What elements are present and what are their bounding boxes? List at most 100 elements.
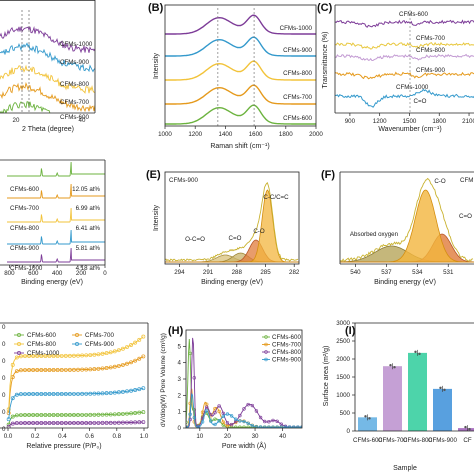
isotherm-point (43, 368, 48, 372)
psd-point (296, 425, 300, 428)
ftir-series-CFMs-900 (335, 71, 474, 80)
psd-point (221, 414, 225, 418)
isotherm-point (27, 354, 32, 358)
ytick-label: 1 (178, 409, 182, 416)
series-atomic-percent: 4.18 at% (76, 265, 101, 272)
isotherm-point (76, 391, 80, 396)
psd-point (234, 417, 238, 421)
psd-point (292, 425, 296, 428)
bar-CFMs-700 (383, 366, 402, 431)
series-atomic-percent: 12.05 at% (72, 186, 100, 193)
isotherm-point (92, 412, 97, 417)
isotherm-point (96, 391, 101, 396)
panel-g-isotherms: 0 0 0 0 0 0 0 CFMs-600 CFMs-700 CFMs-800 CFMs-900… (0, 322, 149, 450)
psd-point (234, 425, 238, 428)
data-point (468, 427, 471, 431)
isotherm-point (92, 420, 97, 425)
isotherm-point (51, 354, 56, 358)
isotherm-point (39, 413, 44, 417)
isotherm-point (18, 354, 23, 359)
xps-series-CFMs-800 (7, 207, 105, 223)
psd-point (238, 413, 242, 418)
isotherm-point (96, 412, 101, 417)
psd-point (229, 422, 234, 427)
isotherm-point (18, 413, 23, 417)
legend-label: CFMs-1000 (27, 350, 60, 357)
isotherm-point (120, 411, 125, 416)
isotherm-point (39, 368, 44, 372)
isotherm-point (84, 412, 89, 417)
isotherm-point (31, 413, 36, 417)
isotherm-point (84, 367, 89, 372)
legend-marker (264, 357, 268, 362)
legend-label: CFMs-700 (272, 342, 301, 349)
bar-CFMs-1000 (458, 428, 474, 431)
isotherm-point (67, 367, 72, 372)
isotherm-point (72, 391, 76, 396)
panel-f-o1s: (F) CFM C-O C=O Absorbed oxygen 540 537 53… (321, 169, 474, 286)
psd-point (205, 409, 209, 413)
legend-label: CFMs-700 (85, 332, 114, 339)
psd-point (258, 415, 263, 420)
bar-CFMs-800 (408, 352, 427, 431)
isotherm-point (23, 413, 27, 417)
bar-CFMs-600 (358, 417, 377, 431)
series-atomic-percent: 6.41 at% (76, 225, 101, 232)
isotherm-point (80, 421, 85, 425)
isotherm-point (63, 367, 68, 372)
bar-CFMs-900 (433, 388, 452, 431)
ytick-label: 500 (340, 410, 351, 417)
ytick-label: 3 (178, 376, 182, 383)
isotherm-point (104, 412, 109, 417)
y-axis-label: Intensity (153, 204, 160, 231)
psd-point (229, 414, 234, 418)
isotherm-point (125, 411, 129, 416)
ytick-label: 0 (2, 426, 6, 433)
ytick-label: 1000 (336, 392, 350, 399)
x-axis-label: Relative pressure (P/P₀) (26, 443, 101, 450)
isotherm-point (6, 411, 11, 415)
xps-series-CFMs-1000 (7, 247, 105, 263)
isotherm-point (10, 396, 15, 401)
psd-point (205, 405, 209, 409)
isotherm-point (67, 413, 72, 417)
legend-marker (75, 333, 79, 337)
isotherm-point (51, 392, 56, 396)
xtick-label: 400 (52, 270, 63, 277)
ytick-label: 0 (178, 425, 182, 432)
isotherm-point (88, 353, 93, 357)
psd-point (213, 417, 217, 421)
isotherm-point (84, 353, 89, 358)
xtick-label: 2000 (309, 131, 323, 138)
xtick-label: 800 (4, 270, 15, 277)
isotherm-point (129, 360, 134, 365)
isotherm-point (116, 348, 121, 353)
isotherm-point (47, 421, 52, 425)
x-axis-label: Binding energy (eV) (21, 279, 83, 286)
xps-series-CFMs-700 (7, 183, 105, 199)
xtick-label: 10 (196, 433, 203, 440)
series-label: CFMs-800 (60, 81, 89, 88)
isotherm-point (141, 410, 146, 415)
xtick-label: 534 (412, 269, 423, 276)
isotherm-point (112, 349, 117, 354)
xrd-series-CFMs-800 (0, 64, 95, 94)
psd-point (246, 425, 250, 428)
x-axis-label: Wavenumber (cm⁻¹) (378, 126, 441, 133)
xtick-label: CFMs-700 (378, 437, 407, 444)
isotherm-point (108, 365, 113, 370)
series-label: CFMs-900 (60, 59, 89, 66)
psd-point (287, 425, 292, 428)
isotherm-point (67, 391, 72, 396)
isotherm-point (120, 362, 125, 367)
xtick-label: 20 (13, 117, 20, 124)
legend-marker (264, 350, 268, 354)
xtick-label: 291 (203, 269, 214, 276)
xrd-series-CFMs-900 (0, 42, 95, 73)
isotherm-point (112, 364, 117, 369)
legend-label: CFMs-600 (272, 334, 301, 341)
isotherm-point (55, 368, 60, 372)
legend-marker (17, 342, 21, 346)
panel-label-b: (B) (148, 2, 164, 14)
